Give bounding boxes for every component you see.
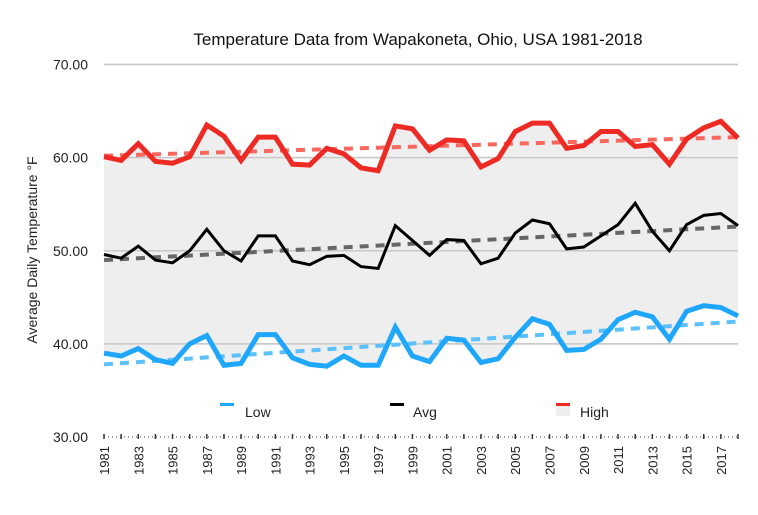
x-tick-label-2003: 2003 (474, 446, 489, 475)
legend-swatch-low (220, 403, 234, 406)
y-tick-label-50: 50.00 (53, 243, 88, 259)
legend-item-avg: Avg (390, 403, 437, 420)
x-tick-label-2005: 2005 (508, 446, 523, 475)
high-low-fill-area (104, 121, 738, 367)
legend-swatch-high-fill (556, 404, 570, 416)
legend-label-avg: Avg (413, 404, 437, 420)
series-lines (103, 118, 740, 369)
legend-label-low: Low (245, 404, 272, 420)
y-tick-label-70: 70.00 (53, 57, 88, 73)
x-tick-label-2001: 2001 (440, 446, 455, 475)
x-tick-label-1995: 1995 (337, 446, 352, 475)
trend-line-low (103, 319, 739, 367)
legend-label-high: High (580, 404, 609, 420)
legend-item-high: High (556, 403, 609, 420)
x-tick-label-2011: 2011 (611, 446, 626, 474)
trend-line-high (103, 135, 739, 158)
x-tick-label-1987: 1987 (200, 446, 215, 475)
y-tick-label-60: 60.00 (53, 150, 88, 166)
x-tick-label-2007: 2007 (543, 446, 558, 475)
x-axis: 1981 1983 1985 1987 1989 1991 1993 1995 1997 1999… (97, 434, 739, 475)
series-line-high (103, 118, 740, 174)
y-tick-label-40: 40.00 (53, 336, 88, 352)
chart-title: Temperature Data from Wapakoneta, Ohio, … (193, 30, 642, 49)
legend-swatch-avg (390, 403, 404, 406)
x-tick-label-1983: 1983 (131, 446, 146, 475)
legend: Low Avg High (220, 403, 609, 420)
legend-swatch-high-line (556, 403, 570, 406)
series-line-low (103, 303, 740, 369)
x-tick-label-1981: 1981 (97, 446, 112, 475)
trend-line-avg (103, 224, 739, 263)
x-tick-label-1989: 1989 (234, 446, 249, 475)
x-tick-label-2017: 2017 (714, 446, 729, 475)
y-axis-label: Average Daily Temperature °F (24, 156, 40, 343)
x-tick-label-2013: 2013 (645, 446, 660, 475)
high-low-band (104, 121, 738, 367)
x-tick-label-2015: 2015 (680, 446, 695, 475)
y-tick-label-30: 30.00 (53, 429, 88, 445)
x-tick-label-2009: 2009 (577, 446, 592, 475)
x-tick-label-1991: 1991 (268, 446, 283, 475)
x-tick-label-1985: 1985 (166, 446, 181, 475)
x-tick-label-1997: 1997 (371, 446, 386, 475)
series-line-avg (103, 200, 739, 271)
x-tick-label-1999: 1999 (405, 446, 420, 475)
legend-item-low: Low (220, 403, 272, 420)
y-tick-labels: 30.00 40.00 50.00 60.00 70.00 (53, 57, 88, 446)
x-tick-label-1993: 1993 (303, 446, 318, 475)
